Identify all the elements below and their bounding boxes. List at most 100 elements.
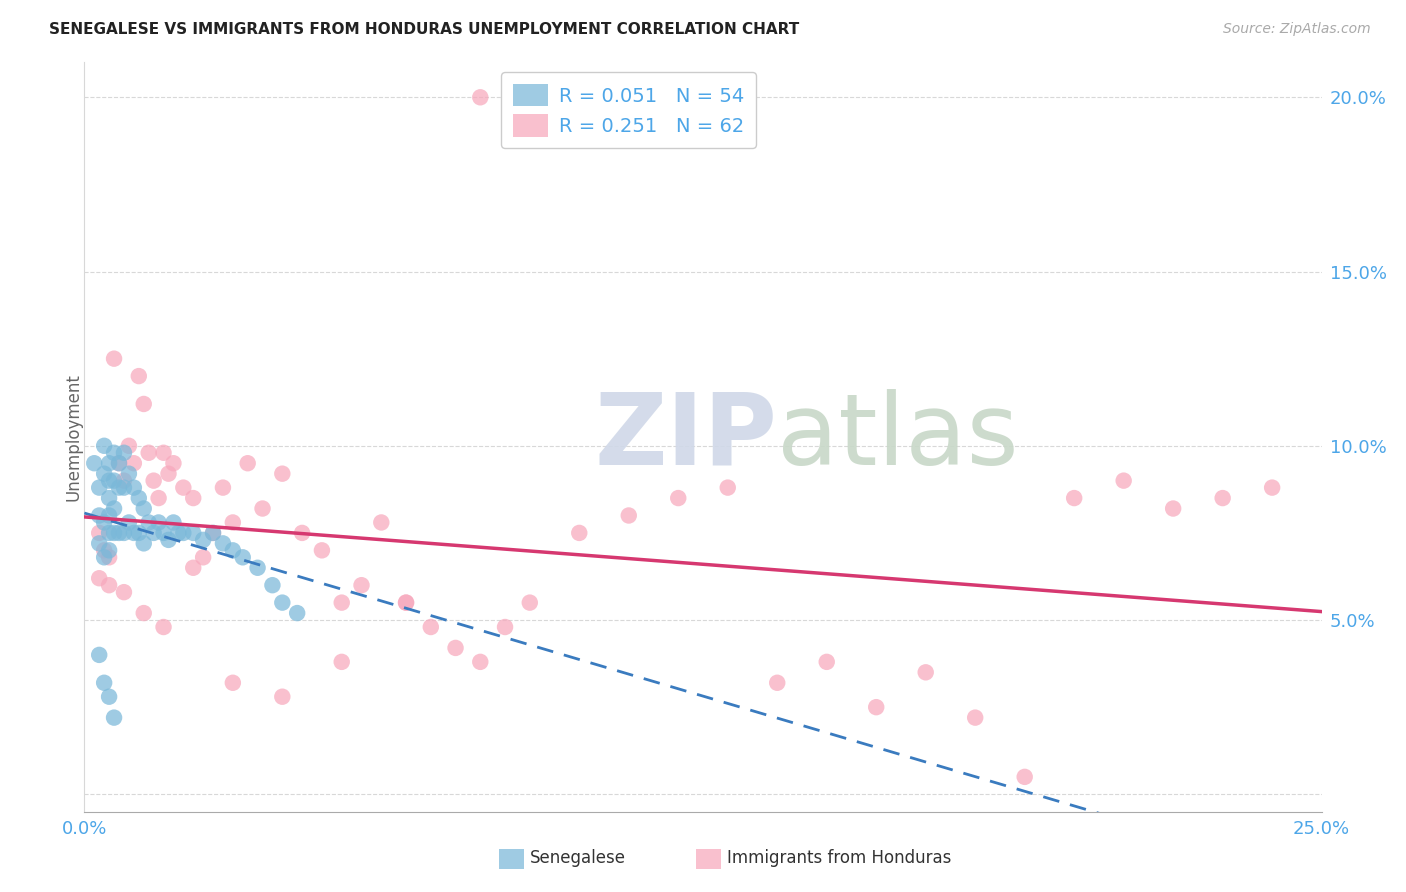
Point [152,525,174,540]
Point [370,516,392,530]
Text: atlas: atlas [778,389,1019,485]
Point [157,533,180,547]
Point [181,561,204,575]
Point [138,516,160,530]
Point [93,675,115,690]
Point [98,578,121,592]
Point [1161,501,1184,516]
Point [83,456,105,470]
Point [162,456,184,470]
Point [617,508,640,523]
Text: Source: ZipAtlas.com: Source: ZipAtlas.com [1223,22,1371,37]
Point [89,571,111,585]
Point [815,655,838,669]
Point [118,467,141,481]
Point [89,481,111,495]
Point [1063,491,1085,505]
Point [311,543,333,558]
Point [122,481,145,495]
Point [172,525,194,540]
Point [419,620,441,634]
Point [181,491,204,505]
Point [112,446,135,460]
Point [93,516,115,530]
Point [98,690,121,704]
Point [118,516,141,530]
Point [142,474,165,488]
Point [89,508,111,523]
Point [271,467,294,481]
Point [914,665,936,680]
Point [212,536,235,550]
Point [965,711,987,725]
Point [202,525,225,540]
Point [395,596,418,610]
Point [157,467,180,481]
Point [202,525,225,540]
Point [112,481,135,495]
Text: Senegalese: Senegalese [530,849,626,867]
Point [766,675,789,690]
Point [148,491,170,505]
Point [98,550,121,565]
Point [1014,770,1036,784]
Point [103,501,125,516]
Point [103,474,125,488]
Point [98,525,121,540]
Point [291,525,314,540]
Point [717,481,740,495]
Text: SENEGALESE VS IMMIGRANTS FROM HONDURAS UNEMPLOYMENT CORRELATION CHART: SENEGALESE VS IMMIGRANTS FROM HONDURAS U… [49,22,800,37]
Point [666,491,689,505]
Point [89,536,111,550]
Point [132,606,155,620]
Point [128,369,150,384]
Point [262,578,284,592]
Point [98,508,121,523]
Point [172,481,194,495]
Point [568,525,591,540]
Point [330,596,353,610]
Point [470,90,492,104]
Point [98,474,121,488]
Point [108,525,131,540]
Point [191,533,214,547]
Point [162,516,184,530]
Point [98,543,121,558]
Point [494,620,516,634]
Point [148,516,170,530]
Point [444,640,467,655]
Point [112,474,135,488]
Point [350,578,373,592]
Legend: R = 0.051   N = 54, R = 0.251   N = 62: R = 0.051 N = 54, R = 0.251 N = 62 [501,72,756,148]
Point [108,481,131,495]
Point [118,439,141,453]
Point [222,675,245,690]
Point [330,655,353,669]
Point [152,620,174,634]
Point [89,525,111,540]
Point [89,648,111,662]
Point [246,561,269,575]
Point [395,596,418,610]
Point [132,397,155,411]
Point [212,481,235,495]
Point [232,550,254,565]
Point [103,525,125,540]
Point [1112,474,1135,488]
Point [167,525,190,540]
Point [98,491,121,505]
Point [128,491,150,505]
Point [222,543,245,558]
Point [181,525,204,540]
Point [108,456,131,470]
Point [128,525,150,540]
Point [93,439,115,453]
Point [285,606,308,620]
Point [103,446,125,460]
Point [138,446,160,460]
Point [132,501,155,516]
Point [93,467,115,481]
Point [236,456,259,470]
Point [519,596,541,610]
Point [470,655,492,669]
